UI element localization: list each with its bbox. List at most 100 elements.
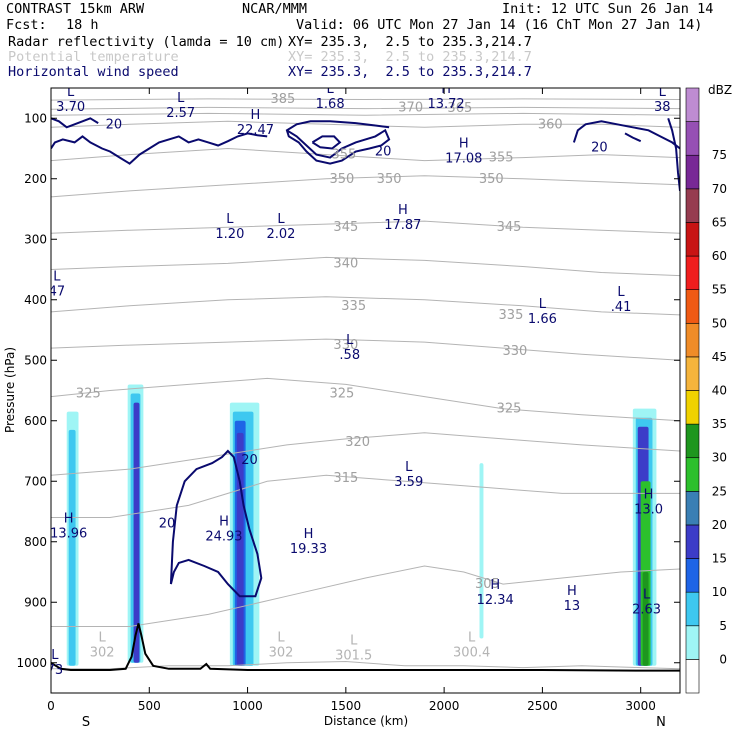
- wind-extremum-value: 17.08: [445, 152, 482, 167]
- colorbar-swatch: [685, 524, 700, 559]
- theta-contour-340: [51, 256, 680, 277]
- y-tick-label: 200: [24, 172, 47, 186]
- colorbar-swatch: [685, 87, 700, 122]
- y-tick-label: 300: [24, 232, 47, 246]
- wind-extremum-marker: L: [53, 270, 61, 285]
- wind-contour-label: 20: [241, 453, 258, 468]
- colorbar-label: 65: [712, 215, 727, 229]
- colorbar-swatch: [685, 222, 700, 257]
- wind-extremum-marker: H: [459, 137, 469, 152]
- colorbar-label: 20: [712, 518, 727, 532]
- theta-contour-label: 345: [333, 220, 358, 235]
- theta-contour-365: [51, 112, 680, 116]
- colorbar-label: 25: [712, 484, 727, 498]
- theta-contour-label: 350: [479, 172, 504, 187]
- fcst-label: Fcst:: [6, 17, 47, 33]
- theta-contour-label: 350: [329, 172, 354, 187]
- theta-contour-325: [51, 377, 680, 422]
- wind-extremum-marker: L: [226, 212, 234, 227]
- model-title: CONTRAST 15km ARW: [6, 1, 145, 17]
- theta-extremum-marker: L: [277, 631, 285, 646]
- north-label: N: [656, 715, 666, 730]
- org-label: NCAR/MMM: [242, 1, 308, 17]
- colorbar-swatch: [685, 423, 700, 459]
- theta-contour-label: 325: [329, 387, 354, 402]
- colorbar-label: 15: [712, 552, 727, 566]
- wind-contour-label: 20: [159, 517, 176, 532]
- colorbar-swatch: [685, 154, 700, 190]
- wind-contour: [667, 117, 680, 192]
- theta-extremum-value: 300.4: [453, 646, 490, 661]
- plot-frame: [50, 87, 681, 694]
- wind-contour: [169, 449, 263, 598]
- init-time: Init: 12 UTC Sun 26 Jan 14: [502, 1, 714, 17]
- colorbar-swatch: [685, 255, 700, 290]
- x-tick-label: 3000: [625, 699, 656, 713]
- wind-extremum-marker: L: [326, 82, 334, 97]
- x-tick-label: 0: [47, 699, 55, 713]
- field-reflectivity-name: Radar reflectivity (lamda = 10 cm): [8, 34, 285, 50]
- wind-extremum-marker: L: [67, 85, 75, 100]
- wind-extremum-value: 3.70: [56, 100, 85, 115]
- colorbar-swatch: [685, 491, 700, 526]
- wind-contour: [572, 120, 680, 150]
- reflectivity-cell: [479, 463, 484, 639]
- theta-contour-label: 330: [502, 344, 527, 359]
- field-reflectivity-xy: XY= 235.3, 2.5 to 235.3,214.7: [288, 34, 532, 50]
- theta-contour-345: [51, 220, 680, 234]
- colorbar-swatch: [685, 591, 700, 627]
- theta-contour-335: [51, 296, 680, 316]
- theta-contour-label: 365: [447, 101, 472, 116]
- theta-extremum-marker: L: [98, 631, 106, 646]
- colorbar-label: 35: [712, 417, 727, 431]
- wind-contour: [51, 117, 99, 129]
- y-tick-label: 400: [24, 293, 47, 307]
- colorbar-label: 60: [712, 249, 727, 263]
- theta-contour-label: 315: [333, 471, 358, 486]
- theta-contour-label: 385: [271, 92, 296, 107]
- terrain-line: [51, 623, 680, 672]
- theta-extremum-value: 302: [90, 646, 115, 661]
- wind-extremum-value: 1.66: [528, 312, 557, 327]
- wind-extremum-value: 1.68: [316, 97, 345, 112]
- wind-extremum-marker: H: [441, 82, 451, 97]
- theta-contour-label: 325: [497, 402, 522, 417]
- theta-extremum-value: 301.5: [335, 649, 372, 664]
- wind-extremum-value: 24.93: [205, 530, 242, 545]
- wind-extremum-value: 2.57: [166, 106, 195, 121]
- wind-extremum-value: 13.96: [50, 527, 87, 542]
- wind-extremum-value: 2.63: [632, 602, 661, 617]
- wind-extremum-value: .58: [339, 348, 360, 363]
- reflectivity-cell: [642, 572, 649, 666]
- theta-contour-label: 305: [475, 577, 500, 592]
- south-label: S: [82, 715, 90, 730]
- theta-extremum-value: 302: [269, 646, 294, 661]
- field-wind-name: Horizontal wind speed: [8, 64, 179, 80]
- theta-contour-label: 355: [489, 151, 514, 166]
- colorbar-swatch: [685, 289, 700, 324]
- colorbar-label: 55: [712, 283, 727, 297]
- colorbar-label: 50: [712, 316, 727, 330]
- x-tick-label: 1000: [232, 699, 263, 713]
- theta-contour-label: 325: [76, 387, 101, 402]
- wind-extremum-value: 73: [47, 663, 64, 678]
- wind-extremum-marker: H: [219, 515, 229, 530]
- theta-contour-label: 330: [333, 338, 358, 353]
- theta-contour-355: [51, 147, 680, 162]
- wind-contour: [51, 132, 268, 165]
- theta-extremum-marker: L: [468, 631, 476, 646]
- theta-extremum-marker: L: [350, 634, 358, 649]
- wind-contour-label: 20: [375, 145, 392, 160]
- colorbar-swatch: [685, 558, 700, 593]
- theta-contour-label: 340: [333, 256, 358, 271]
- wind-contour: [311, 135, 342, 150]
- wind-extremum-value: 22.47: [237, 123, 274, 138]
- colorbar-label: 75: [712, 148, 727, 162]
- wind-extremum-marker: L: [51, 648, 59, 663]
- colorbar-label: 0: [719, 652, 727, 666]
- wind-extremum-value: 2.02: [267, 227, 296, 242]
- colorbar-label: 5: [719, 619, 727, 633]
- wind-extremum-value: 13.0: [634, 502, 663, 517]
- theta-contour-310: [51, 565, 680, 627]
- wind-extremum-value: 17.87: [384, 218, 421, 233]
